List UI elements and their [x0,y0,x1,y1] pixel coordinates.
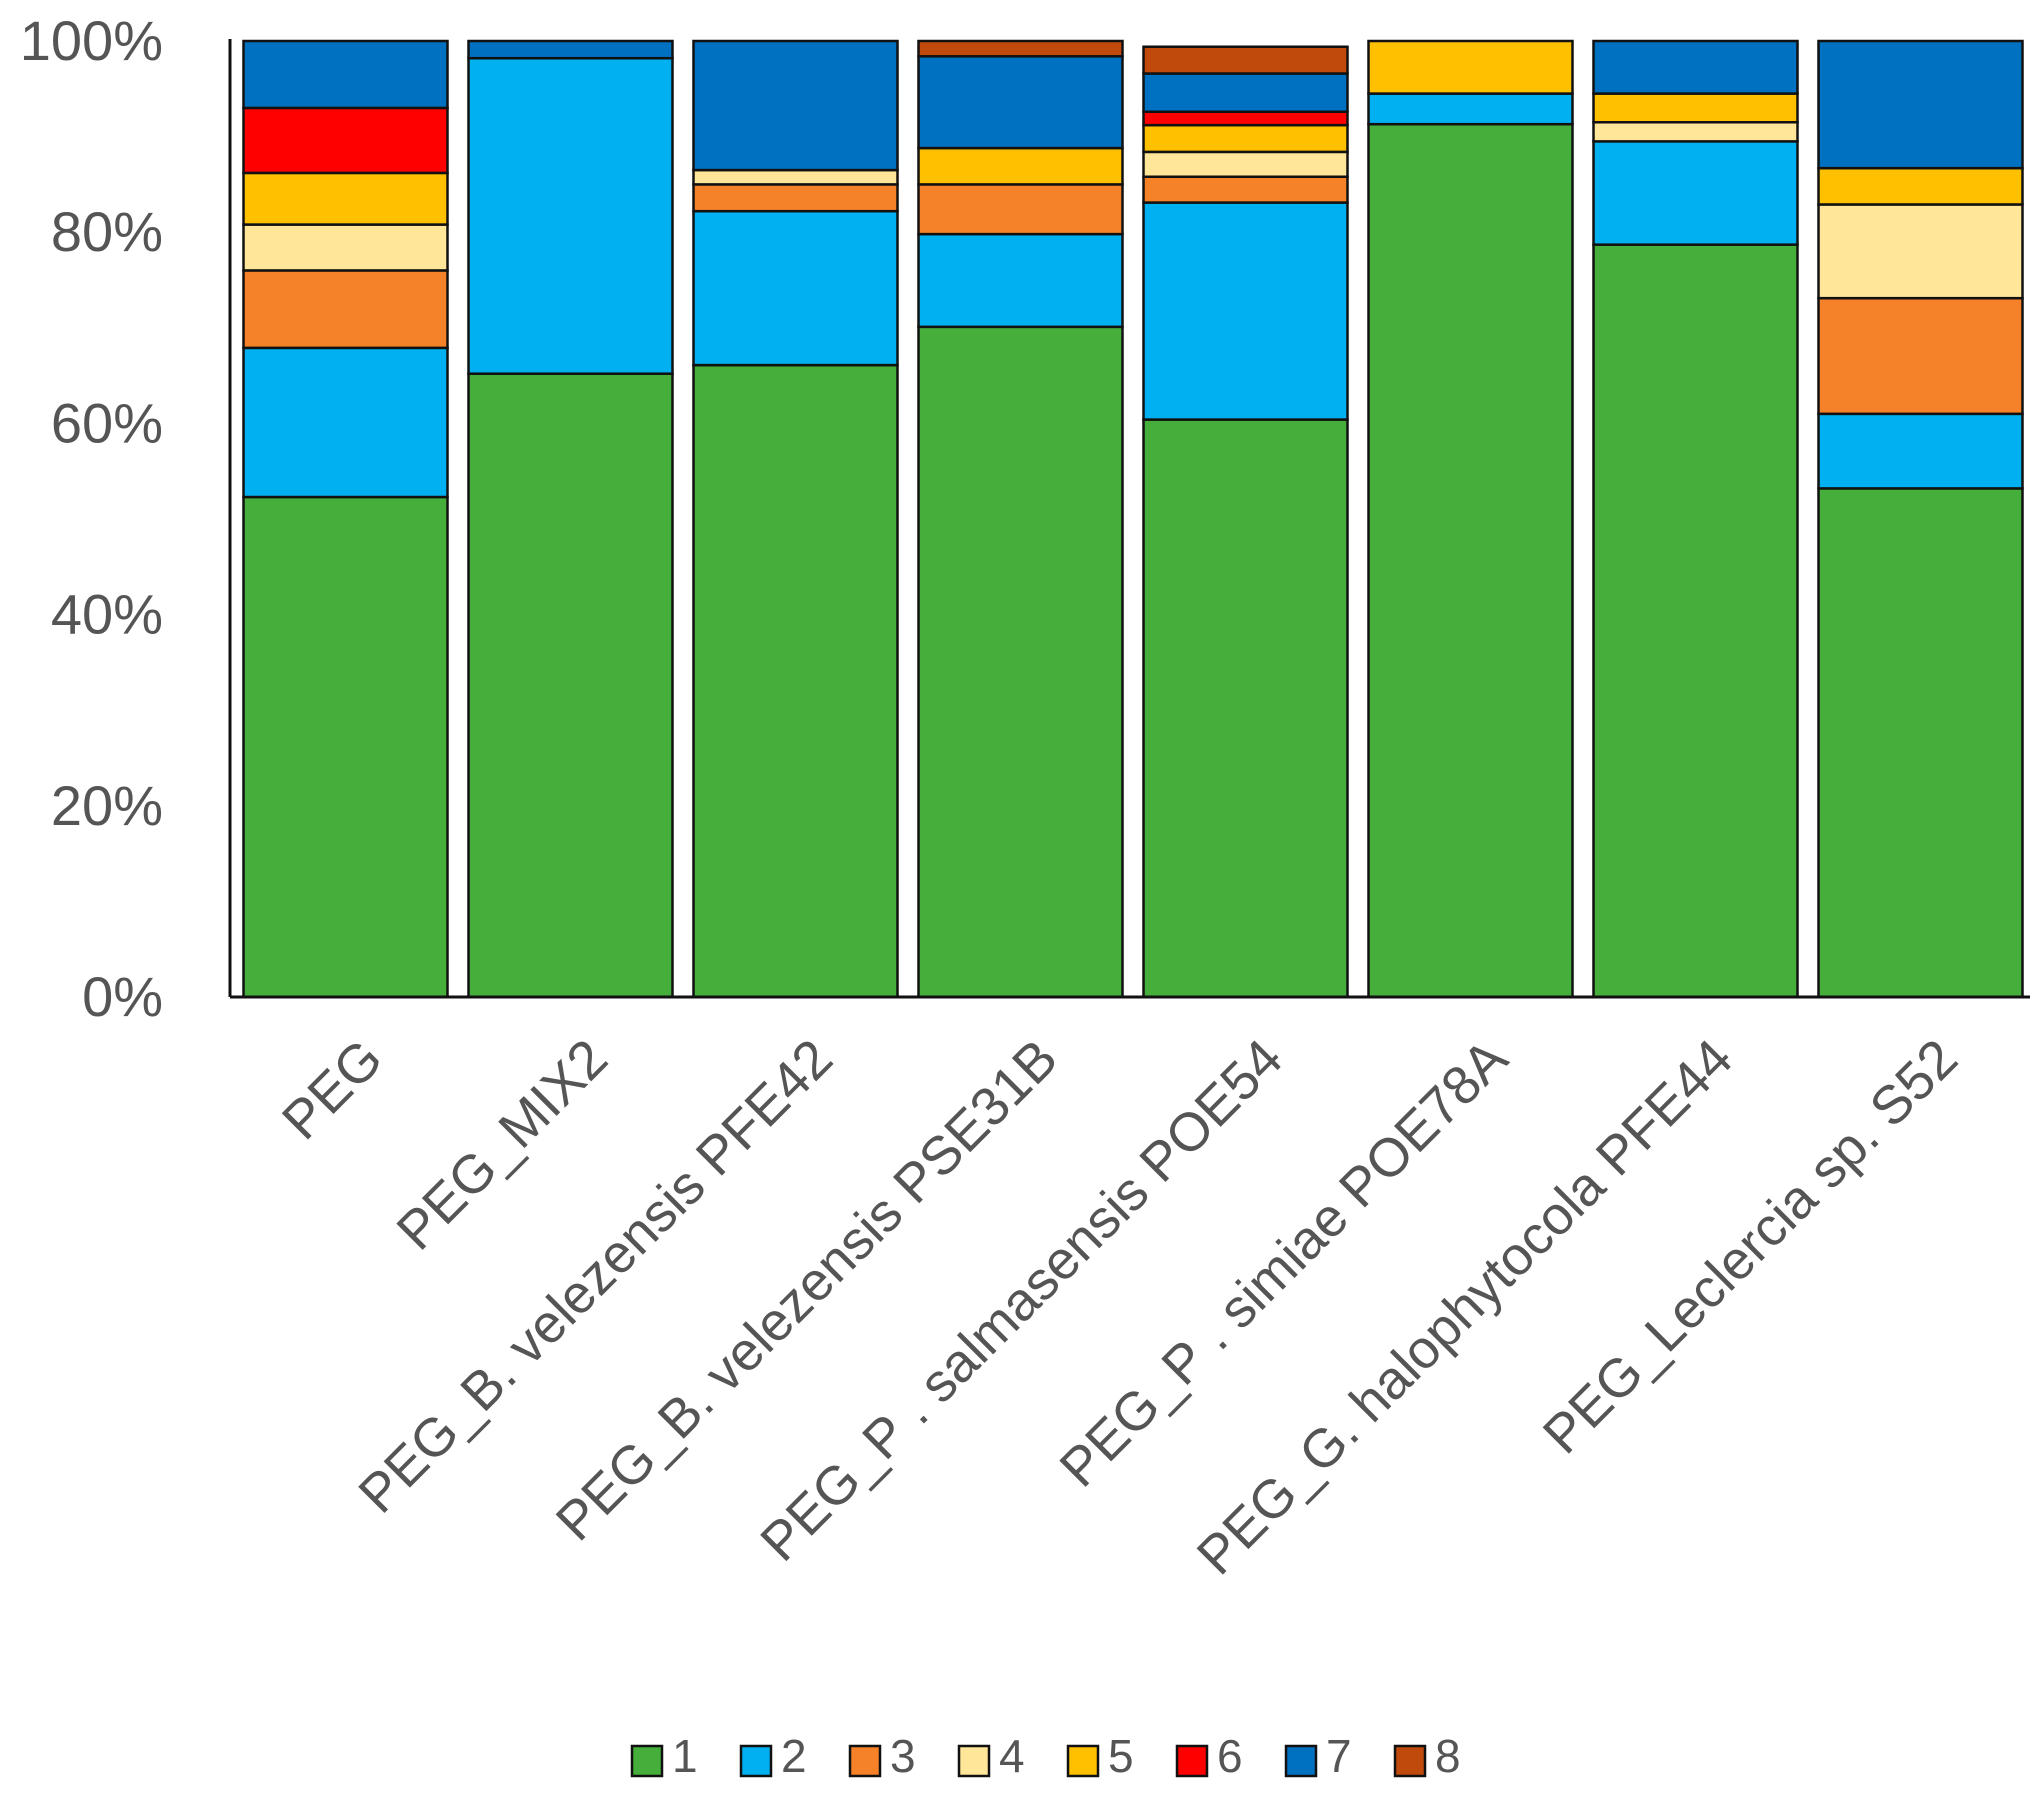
bar-segment-series-7 [242,39,449,110]
axes [228,39,2030,999]
bar-segment-series-2 [1142,201,1349,421]
bar-segment-series-5 [1367,39,1574,95]
bar-segment-series-2 [1367,92,1574,126]
bar-segment-series-4 [1592,121,1799,143]
bar-segment-series-4 [692,168,899,186]
legend-label: 5 [1108,1730,1134,1782]
bar-segment-series-6 [1142,110,1349,127]
bar-segment-series-5 [1142,123,1349,154]
bar-segment-series-7 [467,39,674,60]
legend-label: 1 [672,1730,698,1782]
legend: 1 2 3 4 5 6 7 8 [630,1730,1461,1782]
legend-label: 3 [890,1730,916,1782]
legend-label: 6 [1217,1730,1243,1782]
legend-swatch [739,1744,773,1778]
bar-segment-series-1 [242,495,449,999]
x-category-label: PEG_MIX2 [386,1028,619,1261]
bar-segment-series-1 [1817,487,2024,999]
y-tick-label: 40% [51,583,163,646]
bar-segment-series-1 [917,325,1124,999]
bar-segment-series-2 [1592,140,1799,246]
bar-segment-series-1 [1367,122,1574,999]
bar-segment-series-2 [692,209,899,367]
legend-swatch [1066,1744,1100,1778]
y-tick-label: 60% [51,391,163,454]
y-axis-ticks: 0% 20% 40% 60% 80% 100% [20,9,163,1028]
y-tick-label: 80% [51,200,163,263]
bar-segment-series-4 [1817,203,2024,300]
legend-swatch [1175,1744,1209,1778]
bar-segment-series-2 [467,56,674,375]
bar-segment-series-2 [917,232,1124,329]
bar-segment-series-5 [1817,166,2024,206]
bar-segment-series-4 [1142,150,1349,179]
bar-segment-series-2 [242,346,449,499]
legend-label: 8 [1435,1730,1461,1782]
legend-label: 4 [999,1730,1025,1782]
bar-segment-series-1 [692,363,899,999]
bar-segment-series-5 [917,146,1124,186]
bar-segment-series-7 [1142,72,1349,113]
legend-swatch [1393,1744,1427,1778]
legend-label: 7 [1326,1730,1352,1782]
legend-swatch [957,1744,991,1778]
bar-segment-series-3 [1142,175,1349,204]
x-category-label: PEG [271,1028,394,1151]
bar-segment-series-1 [1592,243,1799,999]
bar-segment-series-1 [1142,418,1349,999]
x-category-label: PEG_P . simiae POE78A [1049,1028,1519,1498]
bar-segment-series-7 [1817,39,2024,170]
bar-segment-series-3 [1817,296,2024,416]
x-category-label: PEG_Leclercia sp. S52 [1532,1028,1969,1465]
bar-segment-series-3 [692,183,899,213]
legend-label: 2 [781,1730,807,1782]
bar-segment-series-6 [242,106,449,175]
y-tick-label: 100% [20,9,163,72]
bar-segment-series-7 [692,39,899,172]
bar-segment-series-3 [917,183,1124,236]
bar-segment-series-3 [242,269,449,350]
bar-segment-series-1 [467,372,674,999]
bar-segment-series-8 [1142,45,1349,75]
bar-segment-series-7 [1592,39,1799,95]
legend-swatch [848,1744,882,1778]
bars [242,39,2024,999]
bar-segment-series-5 [1592,92,1799,124]
legend-swatch [1284,1744,1318,1778]
bar-segment-series-4 [242,223,449,272]
x-category-label: PEG_B. velezensis PFE42 [347,1028,844,1525]
y-tick-label: 20% [51,774,163,837]
bar-segment-series-2 [1817,412,2024,490]
legend-swatch [630,1744,664,1778]
bar-segment-series-5 [242,171,449,226]
bar-segment-series-7 [917,55,1124,150]
bar-segment-series-8 [917,39,1124,58]
y-tick-label: 0% [82,965,163,1028]
